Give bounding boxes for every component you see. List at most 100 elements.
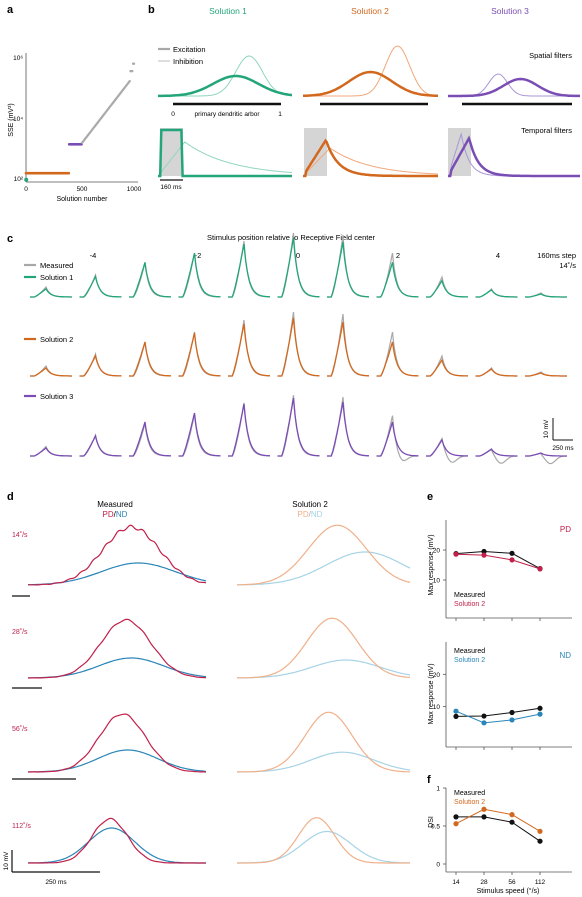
f-line-solution: [455, 808, 541, 832]
c-trace-solution2: [525, 372, 567, 377]
d-trace-nd-solution: [237, 659, 411, 679]
panel-f: DSI Measured Solution 2 Stimulus speed (…: [428, 786, 572, 895]
e-pd-point-measured: [481, 548, 487, 555]
a-xtick-1: 0: [24, 186, 28, 193]
c-position-0: 0: [296, 251, 300, 260]
d-solution-slash: /: [309, 510, 312, 519]
c-trace-solution1: [475, 289, 518, 298]
e-nd-legend-measured: Measured: [454, 648, 485, 655]
c-trace-solution1: [30, 287, 72, 298]
c-legend-solution1: Solution 1: [40, 273, 73, 282]
c-trace-solution1: [327, 241, 369, 298]
panel-label-d: d: [7, 491, 14, 503]
d-trace-pd-solution: [237, 711, 410, 773]
e-nd-point-measured: [509, 709, 515, 716]
c-trace-solution1: [277, 237, 320, 298]
d-solution-title: Solution 2: [292, 500, 328, 509]
d-speed-112: 112˚/s: [12, 822, 31, 830]
d-nd-label: ND: [116, 510, 128, 519]
b-temporal-inhibition: [303, 147, 439, 177]
c-position-m2: -2: [195, 251, 202, 260]
f-ytick-label: 0.5: [431, 824, 440, 831]
c-trace-solution3: [525, 452, 567, 457]
a-point-solution1: [24, 177, 29, 182]
e-nd-point-measured: [453, 713, 459, 719]
b-spatial-excitation: [158, 74, 293, 98]
b-stim-box-1: [160, 128, 183, 176]
c-trace-solution3: [79, 434, 122, 457]
f-plot: 1 0.5 0 14 28 56 112: [431, 786, 572, 886]
f-xtick-label: 14: [452, 879, 460, 886]
c-legend-solution3: Solution 3: [40, 392, 73, 401]
f-ylabel: DSI: [428, 816, 435, 828]
f-legend-measured: Measured: [454, 790, 485, 797]
e-pd-point-solution: [481, 552, 487, 558]
c-trace-solution2: [376, 341, 419, 377]
f-xtick-label: 56: [508, 879, 516, 886]
d-trace-pd-measured: [27, 524, 207, 586]
a-xlabel: Solution number: [57, 196, 109, 203]
e-nd-point-solution: [509, 717, 515, 723]
e-ylabel-pd: Max response (mV): [428, 534, 435, 595]
b-time-scale-label: 160 ms: [160, 184, 182, 191]
e-nd-legend-solution: Solution 2: [454, 657, 485, 664]
d-solution-legend: PD/ND: [298, 510, 323, 519]
d-trace-pd-solution: [237, 524, 411, 586]
e-pd-line-measured: [455, 550, 541, 570]
d-trace-nd-solution: [236, 551, 411, 586]
panel-label-a: a: [7, 4, 14, 16]
c-scale-v-label: 10 mV: [543, 419, 550, 438]
b-filter-curves: [158, 45, 581, 178]
d-pd-label: PD: [103, 510, 114, 519]
d-trace-pd-measured: [28, 618, 206, 679]
d-trace-nd-measured: [28, 562, 207, 586]
e-nd-point-measured: [537, 705, 543, 711]
e-nd-ytick-label: 20: [433, 672, 441, 679]
e-pd-tag: PD: [560, 525, 571, 534]
e-pd-legend-measured: Measured: [454, 592, 485, 599]
d-measured-legend: PD/ND: [103, 510, 128, 519]
c-trace-solution3: [376, 421, 419, 457]
f-xtick-label: 112: [535, 879, 546, 886]
c-trace-solution3: [129, 421, 171, 457]
c-legend-measured: Measured: [40, 261, 73, 270]
c-trace-measured: [376, 415, 419, 462]
a-point-other: [132, 62, 136, 65]
panel-label-e: e: [427, 491, 433, 503]
f-xtick-label: 28: [480, 879, 488, 886]
b-arbor-tick-0: 0: [171, 111, 175, 118]
d-measured-title: Measured: [97, 500, 133, 509]
e-nd-line-solution: [455, 710, 541, 724]
f-point-solution: [481, 806, 487, 812]
c-position-m4: -4: [90, 251, 97, 260]
b-temporal-filters-label: Temporal filters: [521, 126, 572, 135]
b-spatial-excitation: [448, 77, 581, 98]
d-trace-pd-solution: [237, 617, 411, 679]
b-temporal-excitation: [448, 135, 580, 178]
d-slash: /: [114, 510, 117, 519]
c-trace-solution3: [277, 397, 320, 457]
e-ylabel-nd: Max response (mV): [428, 663, 435, 724]
panel-a-plot: 10⁶ 10⁴ 10² 0 500 1000 Solution number S…: [8, 53, 142, 203]
c-trace-solution3: [426, 438, 468, 457]
panel-label-f: f: [427, 774, 431, 786]
a-point-other: [128, 80, 131, 83]
d-trace-nd-measured: [28, 827, 206, 864]
f-legend-solution: Solution 2: [454, 799, 485, 806]
a-point-other: [131, 69, 134, 73]
e-nd-point-solution: [453, 708, 459, 714]
f-point-solution: [537, 828, 543, 834]
c-position-4: 4: [496, 251, 500, 260]
b-temporal-inhibition: [158, 141, 292, 177]
e-pd-point-measured: [509, 550, 515, 556]
d-trace-pd-measured: [28, 713, 206, 773]
panel-b: Solution 1 Solution 2 Solution 3 Excitat…: [158, 6, 581, 191]
f-point-solution: [453, 821, 459, 827]
e-nd-line-measured: [455, 707, 541, 717]
c-trace-solution1: [376, 262, 419, 298]
d-trace-nd-measured: [28, 657, 207, 679]
c-trace-solution1: [228, 243, 270, 298]
f-point-measured: [481, 814, 487, 820]
f-ytick-label: 1: [436, 786, 440, 793]
